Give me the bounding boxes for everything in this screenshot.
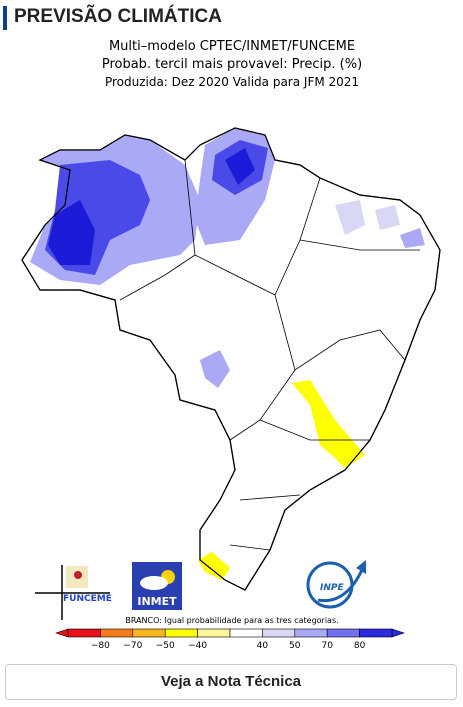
logo-text: FUNCEME: [63, 594, 112, 604]
colorbar-label: 40: [257, 641, 269, 651]
colorbar: −80 −70 −50 −40 40 50 70 80: [55, 628, 405, 651]
colorbar-label: 50: [289, 641, 301, 651]
colorbar-arrow: [391, 628, 405, 638]
colorbar-segment: [229, 628, 263, 638]
header-title: PREVISÃO CLIMÁTICA: [14, 6, 222, 27]
colorbar-label: 80: [354, 641, 366, 651]
legend-note: BRANCO: Igual probabilidade para as tres…: [125, 616, 338, 625]
colorbar-segment: [164, 628, 198, 638]
colorbar-segment: [132, 628, 166, 638]
colorbar-segment: [100, 628, 134, 638]
inmet-logo: INMET: [132, 562, 182, 610]
colorbar-label: −80: [91, 641, 110, 651]
header: PREVISÃO CLIMÁTICA: [0, 0, 463, 34]
colorbar-arrow: [55, 628, 69, 638]
map-title: Multi–modelo CPTEC/INMET/FUNCEME: [109, 39, 355, 54]
logo-text: INPE: [320, 583, 344, 593]
colorbar-segment: [197, 628, 231, 638]
colorbar-segment: [67, 628, 101, 638]
colorbar-segment: [359, 628, 393, 638]
colorbar-segment: [294, 628, 328, 638]
colorbar-label: −50: [156, 641, 175, 651]
colorbar-segment: [326, 628, 360, 638]
colorbar-segment: [262, 628, 296, 638]
map-subtitle: Produzida: Dez 2020 Valida para JFM 2021: [105, 75, 359, 89]
logo-text: INMET: [137, 595, 177, 608]
funceme-logo: FUNCEME: [35, 565, 112, 620]
inpe-logo: INPE: [306, 560, 366, 609]
header-accent: [3, 6, 7, 30]
map-subtitle: Probab. tercil mais provavel: Precip. (%…: [102, 57, 362, 72]
colorbar-label: −70: [123, 641, 142, 651]
brazil-map: [21, 127, 441, 591]
colorbar-label: 70: [321, 641, 333, 651]
colorbar-label: −40: [188, 641, 207, 651]
nota-tecnica-button[interactable]: Veja a Nota Técnica: [5, 664, 457, 700]
forecast-map: Multi–modelo CPTEC/INMET/FUNCEME Probab.…: [21, 39, 441, 651]
